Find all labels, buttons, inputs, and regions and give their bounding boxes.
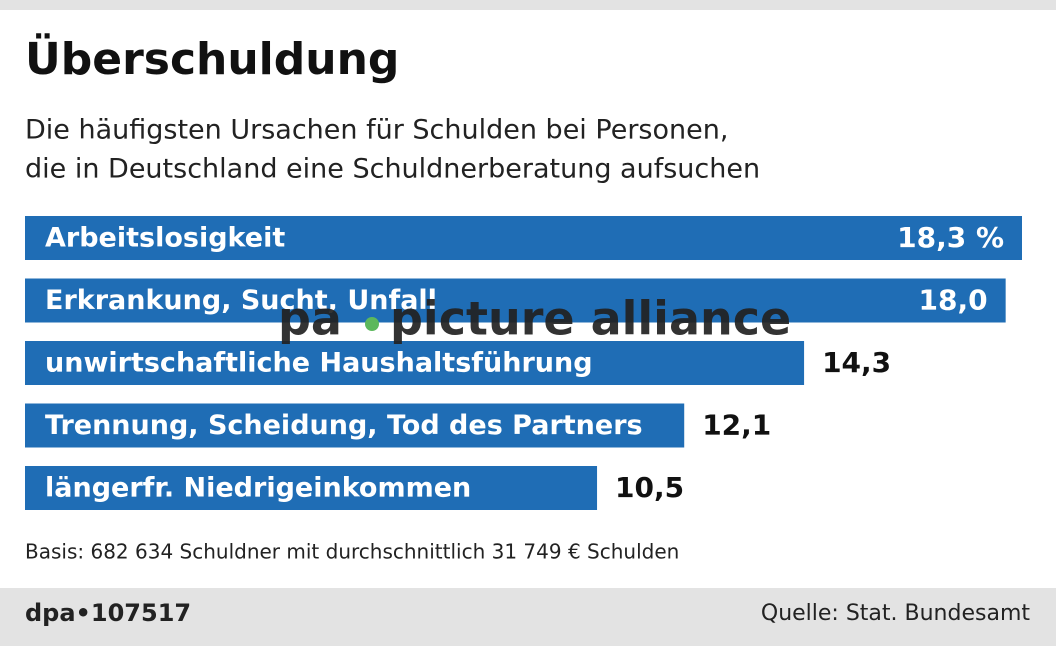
category-label: Trennung, Scheidung, Tod des Partners xyxy=(45,410,643,441)
subtitle: Die häufigsten Ursachen für Schulden bei… xyxy=(25,115,728,146)
bar xyxy=(25,466,598,510)
bar xyxy=(25,216,1022,260)
watermark-dot xyxy=(365,317,379,331)
bar xyxy=(25,278,1006,323)
footer-band xyxy=(0,588,1056,646)
source: Quelle: Stat. Bundesamt xyxy=(761,601,1030,626)
value-label: 14,3 xyxy=(822,346,891,379)
watermark: pa picture alliance xyxy=(278,292,791,346)
category-label: Erkrankung, Sucht, Unfall xyxy=(45,285,437,316)
category-label: unwirtschaftliche Haushaltsführung xyxy=(45,348,593,379)
category-label: Arbeitslosigkeit xyxy=(45,223,285,254)
note: Basis: 682 634 Schuldner mit durchschnit… xyxy=(25,540,679,564)
category-label: längerfr. Niedrigeinkommen xyxy=(45,473,471,504)
chart-title: Überschuldung xyxy=(25,32,399,85)
value-label: 18,0 xyxy=(919,284,988,317)
watermark-text: picture alliance xyxy=(390,292,791,346)
bars: Arbeitslosigkeit 18,3 % Erkrankung, Sucht,… xyxy=(25,216,1022,510)
bar xyxy=(25,341,805,385)
subtitle: die in Deutschland eine Schuldnerberatun… xyxy=(25,154,760,185)
value-label: 18,3 % xyxy=(897,221,1004,254)
watermark-text: pa xyxy=(278,292,342,346)
top-band xyxy=(0,0,1056,10)
credit: dpa•107517 xyxy=(25,599,191,627)
value-label: 12,1 xyxy=(702,409,771,442)
bar xyxy=(25,403,685,448)
value-label: 10,5 xyxy=(615,471,684,504)
